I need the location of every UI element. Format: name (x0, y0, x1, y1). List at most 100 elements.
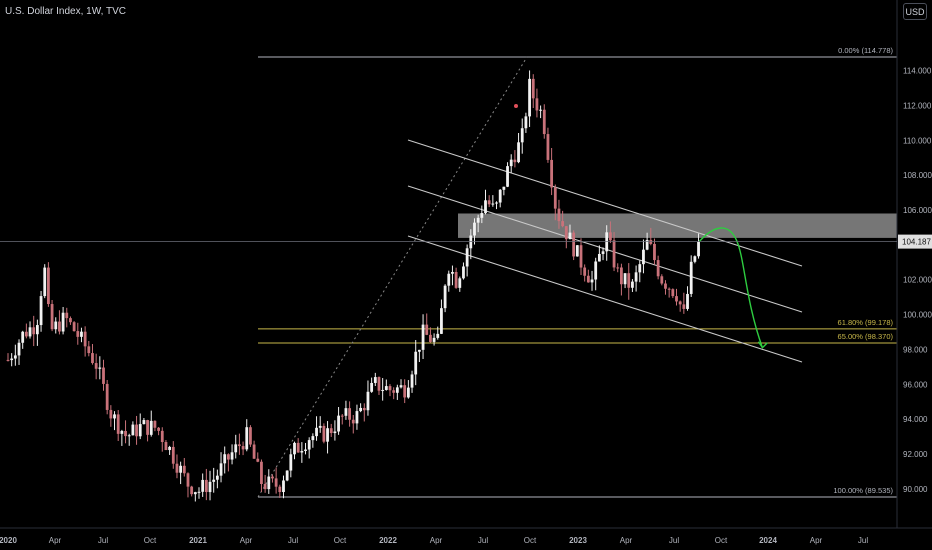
candles (6, 70, 700, 502)
candle-body (87, 346, 91, 354)
candle-body (440, 308, 443, 334)
candle-body (234, 444, 238, 453)
candle-body (153, 420, 157, 428)
candle-body (65, 312, 69, 319)
candle-body (370, 382, 374, 392)
candle-body (333, 431, 337, 434)
candle-body (495, 202, 498, 204)
candle-body (241, 446, 245, 450)
candle-body (542, 109, 546, 135)
candle-body (69, 318, 72, 323)
candle-body (28, 327, 32, 337)
candle-body (113, 414, 116, 419)
candle-body (226, 454, 230, 460)
forecast-curve (698, 227, 764, 348)
candle-body (245, 427, 249, 450)
candle-body (72, 322, 76, 332)
candle-body (653, 243, 656, 261)
candle-body (484, 200, 487, 214)
candle-body (201, 479, 205, 492)
candle-body (620, 267, 623, 285)
candle-body (102, 367, 105, 384)
candle-body (443, 285, 447, 309)
x-tick-label: Oct (144, 536, 157, 545)
candle-body (399, 385, 403, 388)
x-tick-label: 2024 (759, 536, 777, 545)
x-tick-label: Apr (430, 536, 443, 545)
candle-body (212, 479, 216, 482)
candle-body (498, 189, 502, 203)
y-tick-label: 110.000 (903, 136, 932, 145)
x-tick-label: Jul (98, 536, 108, 545)
candle-body (377, 377, 381, 391)
candle-body (436, 333, 440, 338)
fib-levels: 0.00% (114.778) 61.80% (99.178) 65.00% (98… (257, 46, 897, 498)
forecast-path (698, 227, 768, 349)
channel-middle-line (407, 185, 803, 313)
candle-body (58, 321, 61, 332)
channel-lower-line (407, 235, 803, 363)
candle-body (546, 134, 550, 160)
candle-body (348, 408, 351, 420)
currency-button[interactable]: USD (903, 3, 927, 20)
candle-body (524, 116, 528, 129)
candle-body (340, 415, 344, 417)
candle-body (61, 312, 65, 332)
y-tick-label: 112.000 (903, 101, 932, 110)
y-tick-label: 106.000 (903, 206, 932, 215)
x-tick-label: Jul (858, 536, 868, 545)
channel-upper-line (407, 139, 803, 267)
marker-dot (514, 104, 518, 108)
candle-body (138, 424, 142, 437)
candle-body (256, 458, 260, 462)
candle-body (318, 425, 322, 428)
time-axis[interactable]: 2020 Apr Jul Oct 2021 Apr Jul Oct 2022 Apr Jul Oct 2… (0, 536, 868, 545)
candle-body (564, 226, 568, 240)
candle-body (80, 331, 83, 337)
candle-body (550, 159, 554, 188)
candle-body (127, 435, 131, 437)
candle-body (47, 267, 50, 305)
candle-body (623, 273, 627, 285)
candle-body (502, 186, 506, 190)
candle-body (289, 454, 293, 471)
candle-body (149, 420, 153, 435)
candle-body (678, 301, 682, 305)
candle-body (590, 279, 594, 283)
candle-body (274, 478, 278, 487)
candle-body (601, 251, 605, 254)
fib-label: 65.00% (98.370) (838, 332, 894, 341)
candle-body (421, 324, 425, 350)
candle-body (50, 304, 54, 330)
candle-body (322, 425, 326, 442)
candle-body (238, 444, 241, 447)
candle-body (384, 386, 388, 390)
x-tick-label: Oct (715, 536, 728, 545)
y-tick-label: 114.000 (903, 67, 932, 76)
candle-body (282, 480, 285, 493)
chart-title: U.S. Dollar Index, 1W, TVC (5, 6, 126, 17)
candle-body (432, 337, 436, 342)
x-tick-label: Apr (810, 536, 823, 545)
candle-body (182, 465, 186, 474)
candle-body (116, 414, 120, 434)
candle-body (168, 446, 172, 451)
candle-body (583, 267, 587, 276)
candle-body (249, 427, 252, 445)
candle-body (686, 293, 689, 309)
candle-body (517, 142, 520, 163)
candle-body (98, 367, 102, 369)
candle-body (509, 159, 513, 167)
candle-body (480, 213, 484, 218)
candle-body (359, 407, 363, 412)
candle-body (520, 128, 524, 143)
price-axis[interactable]: 90.000 92.000 94.000 96.000 98.000 100.000 102… (903, 67, 932, 494)
candle-body (300, 450, 304, 453)
candle-body (597, 253, 601, 262)
candle-body (263, 483, 267, 490)
candle-body (362, 407, 366, 411)
candle-body (293, 442, 296, 455)
candle-body (425, 324, 429, 335)
candle-body (6, 359, 10, 361)
